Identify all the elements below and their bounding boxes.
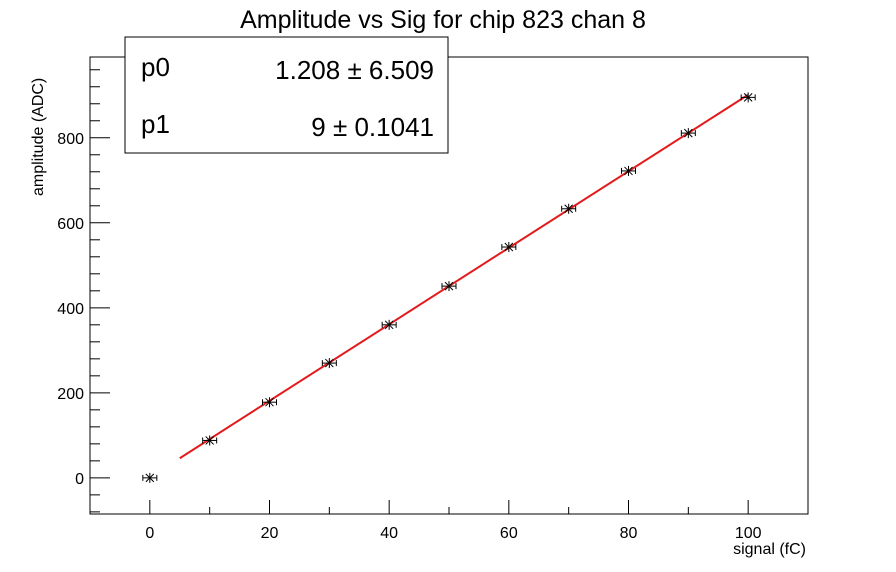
y-axis-label: amplitude (ADC) [30, 78, 47, 196]
data-point [441, 281, 457, 292]
data-points [142, 92, 756, 483]
x-tick-label: 80 [620, 525, 638, 542]
fit-line [179, 93, 749, 460]
data-point [321, 358, 337, 369]
fit-parameters-box: p0 1.208 ± 6.509 p1 9 ± 0.1041 [124, 36, 449, 154]
x-tick-label: 100 [735, 525, 762, 542]
y-tick-label: 800 [57, 131, 84, 148]
y-tick-label: 200 [57, 386, 84, 403]
stats-box-frame [124, 36, 449, 154]
x-tick-label: 40 [380, 525, 398, 542]
data-point [621, 165, 636, 176]
param-value: 1.208 ± 6.509 [275, 55, 434, 85]
data-point [202, 435, 218, 446]
data-point [381, 319, 397, 330]
x-axis-label: signal (fC) [733, 541, 806, 558]
data-point [561, 203, 577, 214]
y-tick-label: 0 [75, 471, 84, 488]
param-value: 9 ± 0.1041 [311, 112, 434, 142]
data-point [740, 92, 756, 103]
data-point [501, 242, 517, 253]
axis-ticks [89, 69, 809, 514]
tick-labels: 0 20 40 60 80 100 0 200 400 600 800 [57, 131, 761, 542]
fit-layer [179, 93, 749, 460]
chart-title: Amplitude vs Sig for chip 823 chan 8 [240, 6, 646, 34]
x-tick-label: 60 [500, 525, 518, 542]
x-tick-label: 20 [261, 525, 279, 542]
param-name: p0 [141, 52, 170, 82]
data-point [142, 472, 158, 483]
param-name: p1 [141, 109, 170, 139]
y-tick-label: 600 [57, 216, 84, 233]
data-point [680, 128, 696, 139]
y-tick-label: 400 [57, 301, 84, 318]
x-tick-label: 0 [145, 525, 154, 542]
data-point [262, 397, 277, 408]
